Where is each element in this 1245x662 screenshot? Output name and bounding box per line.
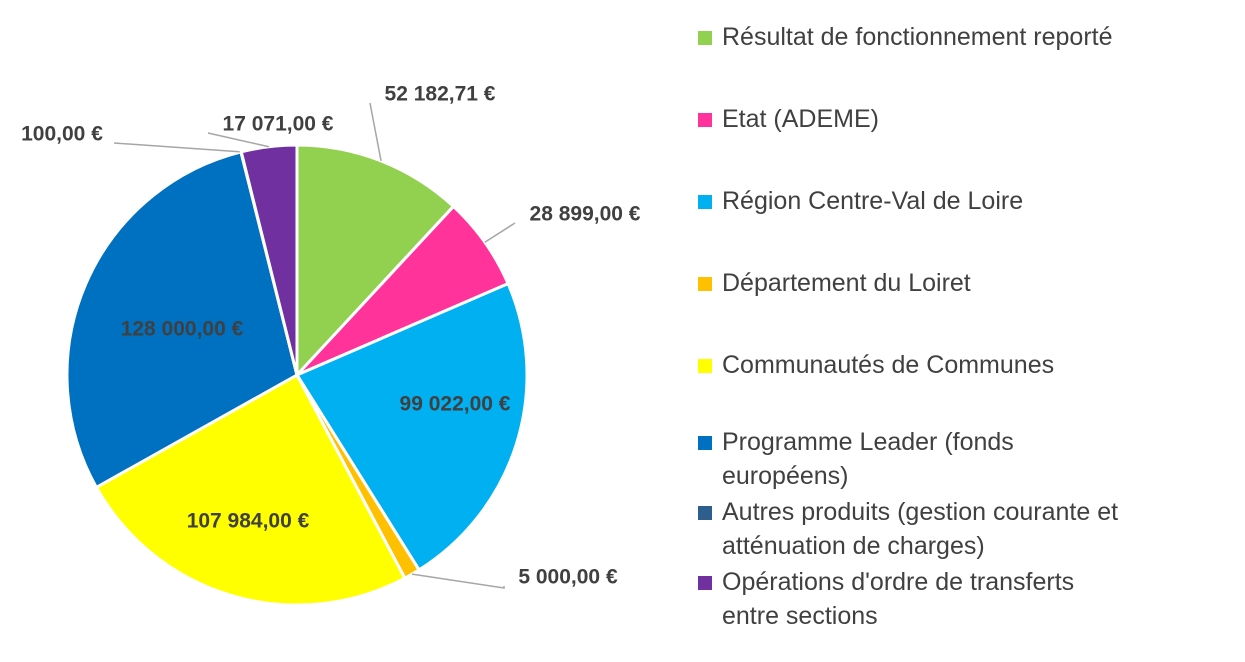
legend-item: Autres produits (gestion courante et att… xyxy=(698,495,1128,563)
leader-line xyxy=(369,102,382,162)
pie-slice xyxy=(294,281,529,572)
legend-item: Résultat de fonctionnement reporté xyxy=(698,20,1238,54)
legend-label: Autres produits (gestion courante et att… xyxy=(722,498,1119,560)
pie-slice xyxy=(65,150,299,490)
legend-swatch xyxy=(698,195,712,209)
legend-item: Département du Loiret xyxy=(698,266,1118,300)
legend-item: Opérations d'ordre de transferts entre s… xyxy=(698,565,1128,633)
data-label: 5 000,00 € xyxy=(518,566,618,589)
legend-label: Programme Leader (fonds européens) xyxy=(722,428,1014,490)
data-label: 99 022,00 € xyxy=(400,393,511,416)
legend-item: Etat (ADEME) xyxy=(698,102,1118,136)
data-label: 28 899,00 € xyxy=(530,203,640,226)
legend-swatch xyxy=(698,359,712,373)
data-label: 128 000,00 € xyxy=(121,318,244,341)
data-label: 107 984,00 € xyxy=(187,510,310,533)
legend-label: Résultat de fonctionnement reporté xyxy=(722,23,1113,51)
data-label: 52 182,71 € xyxy=(385,83,496,106)
legend-label: Région Centre-Val de Loire xyxy=(722,187,1024,215)
legend-label: Opérations d'ordre de transferts entre s… xyxy=(722,568,1075,630)
chart: 52 182,71 € 28 899,00 € 99 022,00 € 5 000,0… xyxy=(21,83,640,607)
leader-line xyxy=(113,142,242,153)
legend-swatch xyxy=(698,506,712,520)
legend-swatch xyxy=(698,31,712,45)
pie-slice xyxy=(94,372,407,607)
leader-line xyxy=(207,132,270,148)
legend-label: Département du Loiret xyxy=(722,269,971,297)
leader-line xyxy=(484,222,516,243)
legend-label: Communautés de Communes xyxy=(722,351,1055,379)
leader-line xyxy=(411,573,505,589)
legend-item: Région Centre-Val de Loire xyxy=(698,184,1118,218)
legend-swatch xyxy=(698,277,712,291)
legend-swatch xyxy=(698,436,712,450)
legend-label: Etat (ADEME) xyxy=(722,105,879,133)
legend-item: Programme Leader (fonds européens) xyxy=(698,425,1028,493)
pie-slice xyxy=(239,143,299,376)
legend-item: Communautés de Communes xyxy=(698,348,1118,382)
data-label: 17 071,00 € xyxy=(223,113,334,136)
data-label: 100,00 € xyxy=(21,123,103,146)
legend-swatch xyxy=(698,576,712,590)
legend-swatch xyxy=(698,113,712,127)
